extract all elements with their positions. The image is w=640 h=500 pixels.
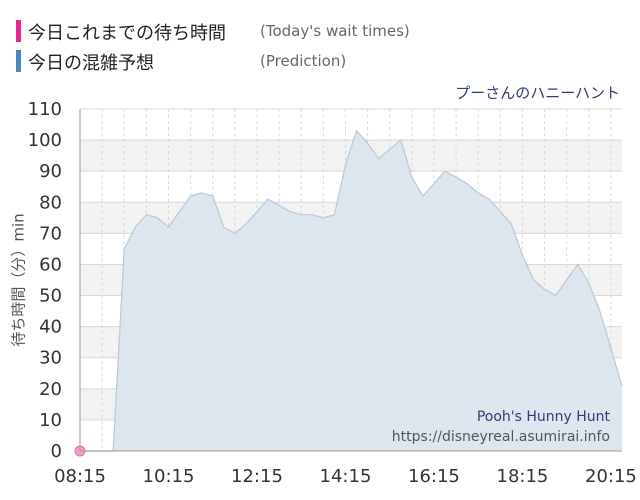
x-tick-label: 16:15: [408, 466, 460, 487]
x-tick-label: 08:15: [54, 466, 106, 487]
y-tick-label: 50: [39, 286, 62, 307]
x-tick-label: 10:15: [143, 466, 195, 487]
y-tick-label: 70: [39, 223, 62, 244]
legend-today-swatch: [16, 20, 21, 42]
y-tick-label: 20: [39, 379, 62, 400]
y-tick-label: 80: [39, 192, 62, 213]
y-tick-label: 0: [51, 441, 62, 462]
y-tick-label: 90: [39, 161, 62, 182]
y-tick-label: 110: [28, 99, 62, 120]
x-tick-label: 20:15: [585, 466, 637, 487]
y-tick-label: 60: [39, 254, 62, 275]
watermark-name: Pooh's Hunny Hunt: [477, 409, 611, 425]
x-tick-label: 14:15: [320, 466, 372, 487]
x-tick-label: 18:15: [497, 466, 549, 487]
legend-today-label-en: (Today's wait times): [260, 22, 410, 40]
prediction-area: [80, 130, 622, 451]
y-tick-label: 30: [39, 348, 62, 369]
y-tick-label: 100: [28, 130, 62, 151]
y-tick-label: 10: [39, 410, 62, 431]
attraction-name: プーさんのハニーハント: [455, 84, 620, 102]
legend: 今日これまでの待ち時間 (Today's wait times) 今日の混雑予想…: [16, 18, 476, 78]
prediction-line: [80, 129, 623, 452]
watermark-url: https://disneyreal.asumirai.info: [392, 429, 610, 445]
y-tick-labels: 0 10 20 30 40 50 60 70 80 90 100 110: [28, 99, 62, 462]
axes: [79, 109, 622, 452]
legend-prediction-swatch: [16, 50, 21, 72]
series-layer: [74, 129, 623, 457]
legend-prediction: 今日の混雑予想 (Prediction): [16, 48, 476, 78]
legend-today: 今日これまでの待ち時間 (Today's wait times): [16, 18, 476, 48]
legend-prediction-label: 今日の混雑予想: [28, 53, 154, 74]
legend-prediction-label-en: (Prediction): [260, 52, 347, 70]
legend-today-label: 今日これまでの待ち時間: [28, 23, 226, 44]
x-tick-labels: 08:15 10:15 12:15 14:15 16:15 18:15 20:15: [54, 466, 637, 487]
y-tick-label: 40: [39, 317, 62, 338]
x-tick-label: 12:15: [231, 466, 283, 487]
